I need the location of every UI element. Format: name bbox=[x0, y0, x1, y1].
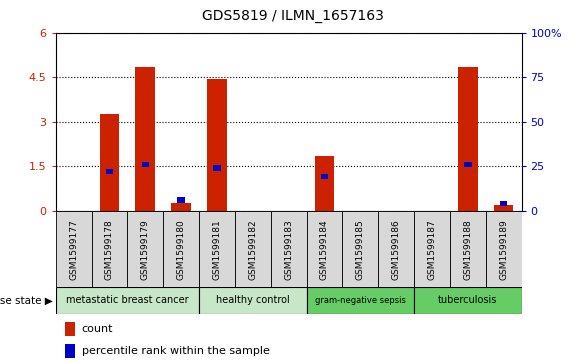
Bar bbox=[163, 211, 199, 287]
Bar bbox=[306, 211, 342, 287]
Text: GSM1599180: GSM1599180 bbox=[176, 220, 186, 281]
Text: GSM1599183: GSM1599183 bbox=[284, 220, 293, 281]
Text: GSM1599185: GSM1599185 bbox=[356, 220, 364, 281]
Bar bbox=[414, 287, 522, 314]
Bar bbox=[178, 197, 185, 203]
Bar bbox=[56, 287, 199, 314]
Bar bbox=[171, 203, 191, 211]
Text: GSM1599189: GSM1599189 bbox=[499, 220, 508, 281]
Bar bbox=[65, 322, 75, 336]
Text: count: count bbox=[82, 324, 113, 334]
Text: percentile rank within the sample: percentile rank within the sample bbox=[82, 346, 270, 356]
Text: gram-negative sepsis: gram-negative sepsis bbox=[315, 296, 406, 305]
Bar bbox=[100, 114, 120, 211]
Text: GSM1599179: GSM1599179 bbox=[141, 220, 150, 281]
Bar bbox=[213, 165, 221, 171]
Bar bbox=[306, 287, 414, 314]
Bar bbox=[127, 211, 163, 287]
Bar bbox=[500, 201, 507, 206]
Bar bbox=[271, 211, 306, 287]
Bar bbox=[91, 211, 127, 287]
Text: healthy control: healthy control bbox=[216, 295, 289, 305]
Text: GDS5819 / ILMN_1657163: GDS5819 / ILMN_1657163 bbox=[202, 9, 384, 23]
Bar bbox=[450, 211, 486, 287]
Bar bbox=[56, 211, 91, 287]
Bar bbox=[378, 211, 414, 287]
Bar bbox=[199, 287, 306, 314]
Text: GSM1599188: GSM1599188 bbox=[464, 220, 472, 281]
Bar bbox=[315, 156, 334, 211]
Text: disease state ▶: disease state ▶ bbox=[0, 295, 53, 305]
Text: GSM1599177: GSM1599177 bbox=[69, 220, 78, 281]
Text: GSM1599178: GSM1599178 bbox=[105, 220, 114, 281]
Bar bbox=[464, 162, 472, 167]
Bar bbox=[207, 79, 227, 211]
Text: GSM1599187: GSM1599187 bbox=[427, 220, 437, 281]
Bar bbox=[235, 211, 271, 287]
Text: tuberculosis: tuberculosis bbox=[438, 295, 498, 305]
Bar bbox=[321, 174, 328, 179]
Text: GSM1599184: GSM1599184 bbox=[320, 220, 329, 280]
Bar bbox=[486, 211, 522, 287]
Text: metastatic breast cancer: metastatic breast cancer bbox=[66, 295, 189, 305]
Bar bbox=[458, 67, 478, 211]
Bar bbox=[65, 344, 75, 358]
Bar bbox=[141, 162, 149, 167]
Bar bbox=[105, 169, 113, 174]
Bar bbox=[494, 205, 513, 211]
Bar bbox=[135, 67, 155, 211]
Bar bbox=[342, 211, 378, 287]
Text: GSM1599186: GSM1599186 bbox=[391, 220, 401, 281]
Bar bbox=[414, 211, 450, 287]
Text: GSM1599181: GSM1599181 bbox=[213, 220, 222, 281]
Bar bbox=[199, 211, 235, 287]
Text: GSM1599182: GSM1599182 bbox=[248, 220, 257, 280]
